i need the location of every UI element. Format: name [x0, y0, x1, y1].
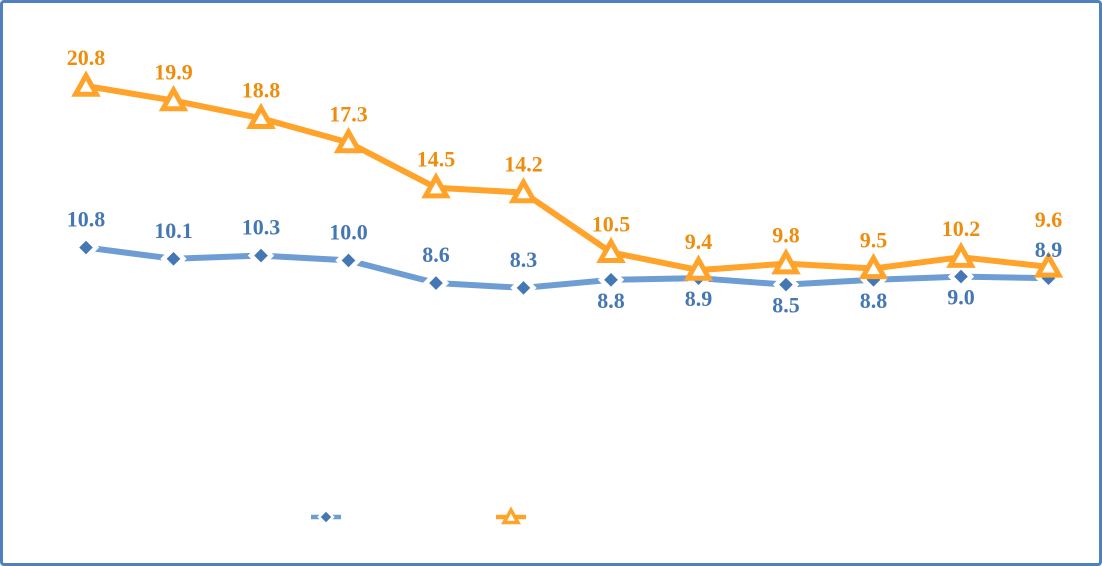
- data-label: 10.3: [242, 215, 281, 240]
- series-1-diamond-line: [83, 244, 1052, 291]
- data-label: 8.9: [1035, 237, 1063, 262]
- data-label: 8.9: [685, 286, 713, 311]
- data-point-marker-triangle: [333, 126, 364, 154]
- data-label: 17.3: [329, 102, 368, 127]
- data-label: 9.5: [860, 227, 888, 252]
- data-label: 20.8: [67, 45, 106, 70]
- data-point-marker-triangle: [683, 254, 714, 281]
- data-label: 18.8: [242, 77, 281, 102]
- data-point-marker-diamond: [72, 234, 100, 261]
- data-point-marker-diamond: [422, 269, 450, 297]
- data-point-marker-triangle: [421, 172, 451, 199]
- data-label: 9.4: [685, 229, 713, 254]
- data-label: 10.5: [592, 211, 631, 236]
- data-point-marker-triangle: [508, 176, 539, 204]
- data-label: 10.8: [67, 207, 106, 232]
- data-point-marker-triangle: [158, 84, 189, 112]
- data-point-marker-diamond: [510, 274, 537, 302]
- series-2-triangle-line: [83, 83, 1052, 274]
- legend-triangle-icon: [501, 506, 521, 525]
- data-label: 8.5: [772, 293, 800, 318]
- data-point-marker-triangle: [1033, 251, 1064, 278]
- data-point-marker-diamond: [335, 247, 362, 274]
- data-label: 14.5: [417, 147, 456, 172]
- data-point-marker-triangle: [771, 248, 801, 275]
- line-chart: 10.8 10.1 10.3 10.0 8.6 8.3 8.8 8.9 8.5 8.8 9.0 8.9…: [67, 45, 1064, 526]
- data-label: 19.9: [154, 60, 193, 85]
- data-point-marker-triangle: [71, 70, 101, 97]
- data-point-marker-diamond: [772, 271, 800, 298]
- data-point-marker-diamond: [947, 263, 975, 290]
- data-point-marker-diamond: [160, 245, 187, 272]
- data-point-marker-diamond: [247, 242, 275, 269]
- data-point-marker-triangle: [858, 252, 889, 280]
- data-label: 9.6: [1035, 207, 1063, 232]
- data-point-marker-triangle: [596, 236, 626, 264]
- data-label: 8.6: [422, 242, 450, 267]
- data-label: 10.1: [154, 218, 193, 243]
- data-label: 14.2: [504, 152, 543, 177]
- data-label: 9.8: [772, 223, 800, 248]
- data-point-marker-diamond: [597, 266, 625, 293]
- data-label: 9.0: [947, 285, 975, 310]
- data-label: 10.0: [329, 219, 368, 244]
- data-label: 8.8: [597, 288, 625, 313]
- data-label: 8.8: [860, 288, 888, 313]
- data-label: 10.2: [942, 216, 981, 241]
- data-point-marker-triangle: [946, 241, 976, 268]
- data-label: 8.3: [510, 247, 538, 272]
- data-point-marker-triangle: [246, 102, 276, 129]
- legend-diamond-icon: [317, 508, 335, 526]
